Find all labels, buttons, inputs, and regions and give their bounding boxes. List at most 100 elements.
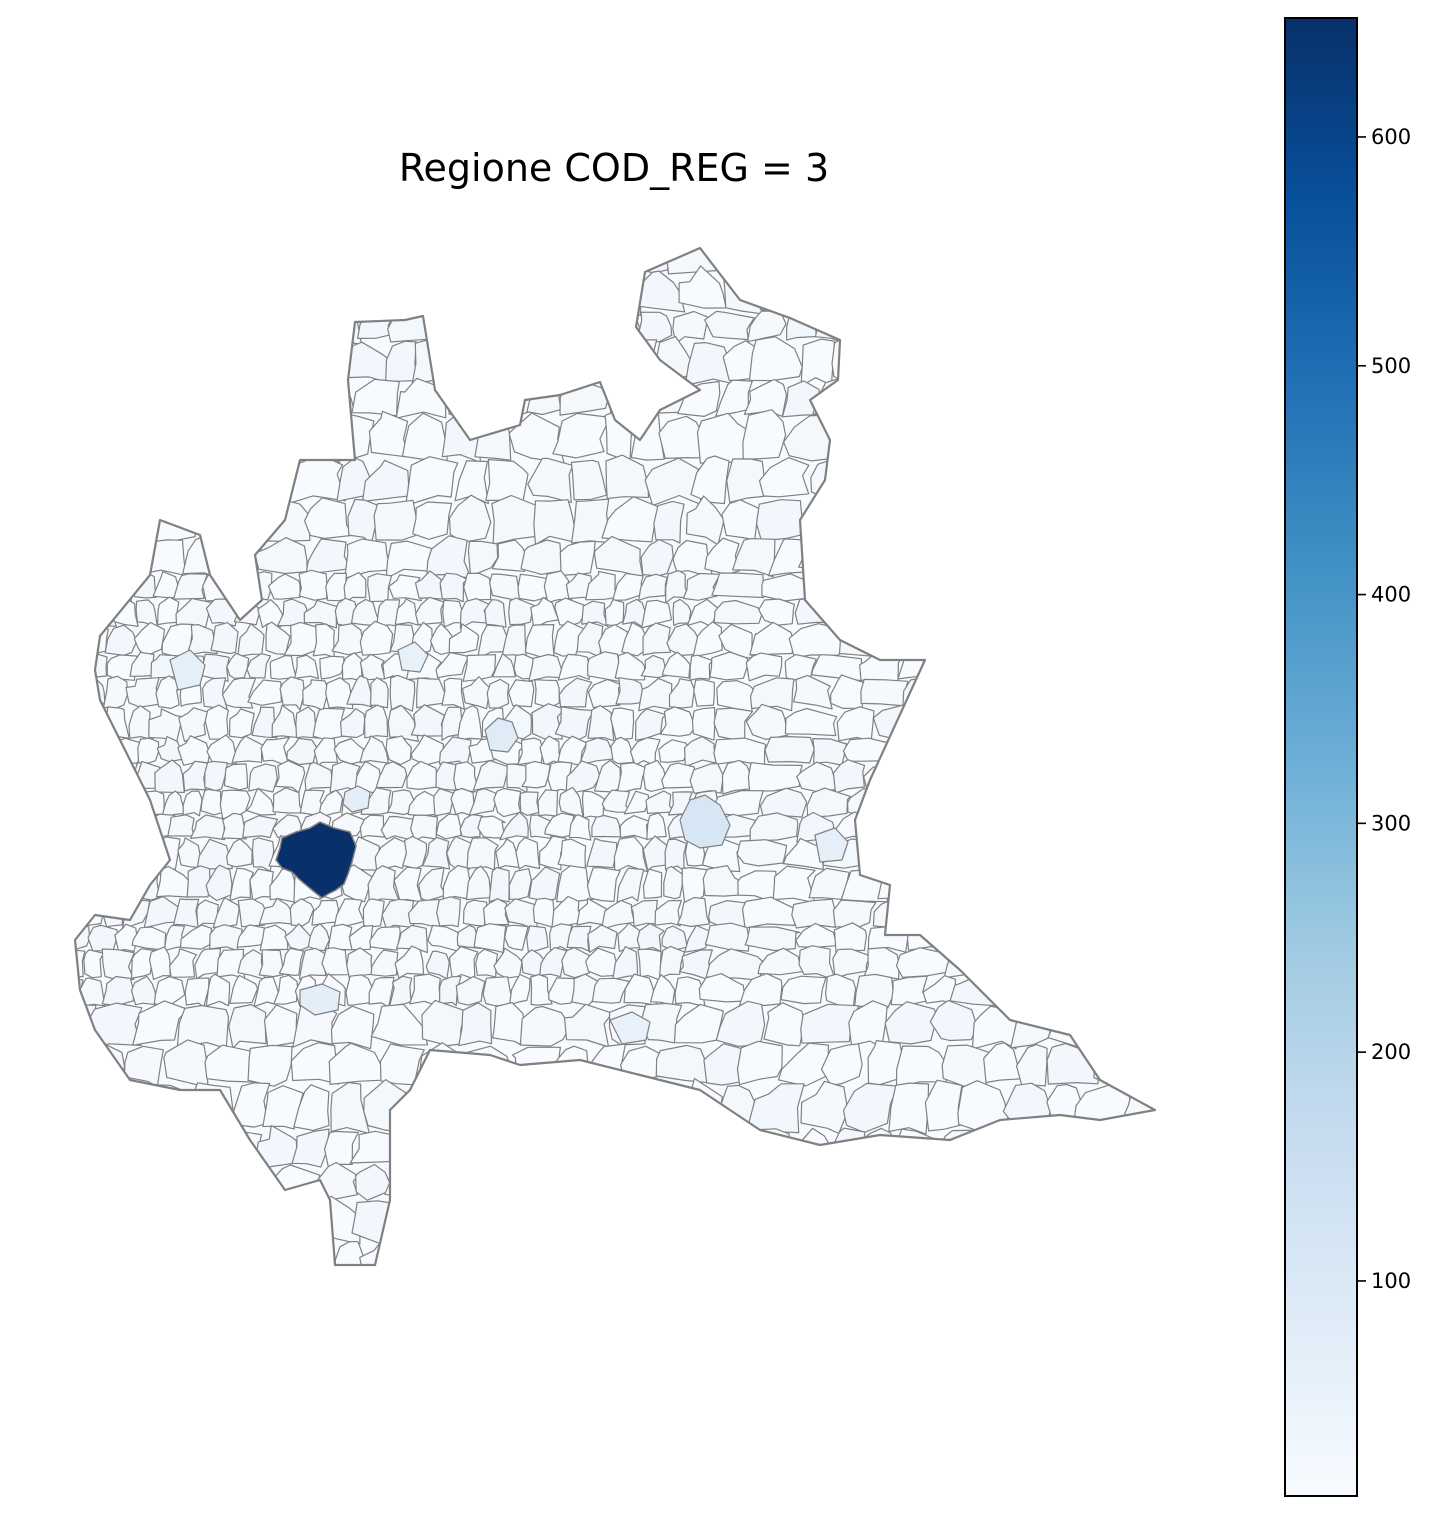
municipality	[324, 1130, 359, 1170]
municipality	[924, 414, 960, 462]
municipality	[524, 1082, 563, 1132]
municipality	[744, 1083, 805, 1137]
municipality	[129, 1165, 182, 1201]
municipality	[1159, 1085, 1218, 1130]
municipality	[75, 949, 86, 978]
municipality	[1127, 598, 1155, 627]
municipality	[837, 1241, 887, 1265]
municipality	[508, 597, 536, 626]
municipality	[535, 341, 595, 385]
municipality	[986, 924, 1026, 953]
municipality	[1002, 677, 1054, 709]
municipality	[1049, 1128, 1091, 1170]
municipality	[439, 975, 462, 1007]
municipality	[459, 813, 484, 839]
municipality	[1137, 1198, 1155, 1243]
municipality	[587, 1193, 633, 1241]
municipality	[683, 924, 711, 953]
municipality	[369, 926, 401, 951]
municipality	[736, 839, 788, 867]
municipality-brescia	[679, 794, 731, 849]
municipality	[75, 790, 81, 817]
municipality	[186, 865, 211, 898]
municipality	[229, 867, 254, 902]
municipality	[262, 1085, 304, 1130]
municipality	[1037, 735, 1080, 766]
municipality	[749, 812, 799, 842]
municipality	[1106, 458, 1141, 499]
municipality	[75, 814, 83, 842]
municipality	[1022, 1167, 1066, 1201]
municipality	[196, 838, 233, 873]
municipality	[86, 762, 121, 794]
municipality	[860, 678, 909, 707]
municipality-monza	[342, 785, 371, 813]
municipality	[83, 739, 113, 765]
municipality	[587, 924, 618, 953]
municipality	[345, 974, 373, 1007]
municipality	[384, 1162, 432, 1202]
municipality	[748, 336, 803, 382]
municipality	[370, 1003, 429, 1046]
municipality	[515, 836, 541, 870]
municipality	[303, 599, 338, 629]
municipality	[800, 338, 836, 387]
municipality	[230, 1200, 276, 1247]
municipality	[736, 1040, 783, 1086]
municipality	[439, 572, 469, 603]
colorbar-tick-label: 600	[1371, 125, 1411, 149]
municipality	[1046, 1042, 1101, 1085]
municipality	[202, 574, 228, 602]
municipality	[954, 674, 1003, 711]
municipality	[949, 457, 992, 505]
municipality	[90, 1164, 138, 1201]
municipality	[716, 1194, 773, 1244]
municipality	[1068, 974, 1115, 1008]
municipality	[530, 266, 567, 313]
municipality	[247, 1044, 293, 1087]
municipality	[849, 457, 880, 500]
municipality	[953, 706, 990, 740]
municipality	[173, 573, 208, 600]
municipality	[215, 336, 252, 387]
municipality	[672, 310, 713, 345]
municipality	[321, 947, 350, 976]
municipality	[130, 307, 185, 344]
municipality	[466, 837, 499, 871]
municipality	[915, 598, 952, 629]
municipality	[948, 1160, 985, 1201]
municipality	[558, 677, 593, 708]
municipality	[906, 839, 940, 871]
municipality	[475, 1083, 532, 1134]
municipality	[1050, 270, 1094, 314]
municipality	[1072, 537, 1112, 575]
colorbar-tick-label: 200	[1371, 1040, 1411, 1064]
municipality	[235, 498, 273, 544]
municipality	[221, 1165, 273, 1202]
municipality	[189, 814, 227, 841]
municipality	[877, 1163, 921, 1199]
municipality	[693, 679, 715, 707]
municipality	[184, 977, 210, 1008]
municipality	[430, 1127, 465, 1166]
municipality	[288, 1239, 335, 1265]
municipality	[528, 866, 561, 902]
municipality	[362, 248, 413, 275]
municipality	[442, 248, 492, 274]
municipality	[747, 761, 803, 792]
municipality	[186, 623, 218, 656]
municipality	[1056, 1162, 1106, 1200]
municipality	[77, 706, 110, 741]
municipality	[800, 1003, 860, 1044]
municipality	[154, 759, 185, 794]
municipality	[75, 1042, 99, 1084]
municipality	[797, 536, 842, 574]
municipality	[101, 307, 140, 345]
municipality	[838, 622, 884, 658]
municipality	[640, 538, 674, 577]
municipality	[75, 677, 85, 710]
municipality	[1069, 410, 1103, 461]
municipality	[886, 573, 940, 603]
municipality	[940, 499, 988, 542]
municipality	[999, 867, 1047, 901]
